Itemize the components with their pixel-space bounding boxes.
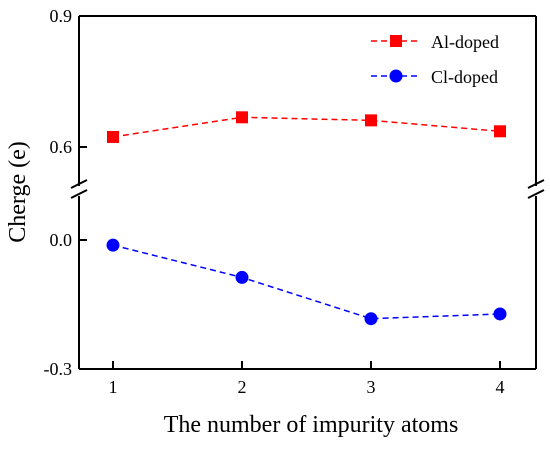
y-tick-label-minus-0.3: -0.3 <box>44 359 73 379</box>
axis-break-left-2 <box>70 189 88 199</box>
legend: Al-doped Cl-doped <box>371 32 499 87</box>
data-point-al-doped-3 <box>365 114 377 127</box>
legend-label-al-doped: Al-doped <box>431 32 499 52</box>
y-tick-label-0.9: 0.9 <box>50 6 73 26</box>
axis-break-marks <box>70 179 545 199</box>
data-point-cl-doped-1 <box>106 238 120 252</box>
data-point-cl-doped-4 <box>493 307 507 321</box>
series-cl-doped <box>106 238 507 326</box>
y-axis-title: Cherge (e) <box>5 141 31 243</box>
y-tick-label-0.0: 0.0 <box>50 230 73 250</box>
x-tick-label-4: 4 <box>496 377 505 397</box>
x-tick-label-3: 3 <box>367 377 376 397</box>
legend-marker-al-doped <box>390 35 402 47</box>
x-axis-title: The number of impurity atoms <box>164 412 459 438</box>
legend-label-cl-doped: Cl-doped <box>431 67 498 87</box>
axis-break-right-2 <box>527 189 545 199</box>
plot-frame <box>78 15 537 370</box>
y-tick-label-0.6: 0.6 <box>50 137 73 157</box>
x-ticks <box>112 361 501 369</box>
series-line-al-doped <box>112 116 501 138</box>
data-point-al-doped-2 <box>236 111 248 124</box>
data-point-cl-doped-2 <box>235 270 249 284</box>
axis-break-left-1 <box>70 179 88 189</box>
data-point-al-doped-1 <box>107 130 119 143</box>
series-al-doped <box>107 111 506 143</box>
series-line-cl-doped <box>112 244 501 320</box>
x-tick-label-2: 2 <box>238 377 247 397</box>
y-ticks <box>79 15 87 370</box>
x-tick-label-1: 1 <box>109 377 118 397</box>
data-point-cl-doped-3 <box>364 312 378 326</box>
data-point-al-doped-4 <box>494 125 506 138</box>
legend-marker-cl-doped <box>389 69 403 83</box>
axis-break-right-1 <box>527 179 545 189</box>
